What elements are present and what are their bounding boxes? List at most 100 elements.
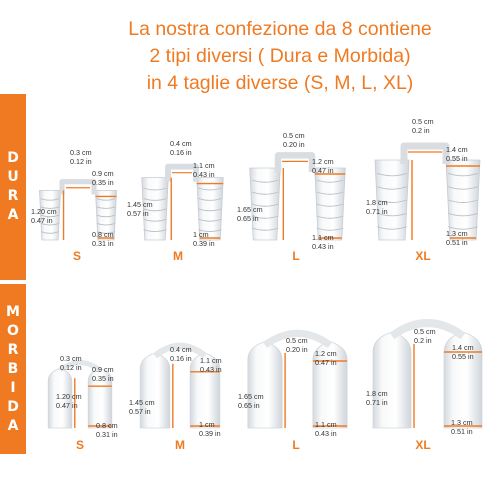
morbida-bridge — [389, 319, 466, 340]
dura-spiral-ring — [251, 179, 279, 183]
dura-spiral-ring — [448, 212, 478, 217]
header-line-2: 2 tipi diversi ( Dura e Morbida) — [149, 45, 411, 67]
dura-spiral-ring — [198, 187, 222, 191]
dura-spiral-ring — [96, 231, 116, 234]
dura-spiral-ring — [251, 191, 279, 195]
morbida-bridge — [153, 342, 207, 359]
dura-s-bottom-measure: 0.8 cm 0.31 in — [92, 230, 114, 248]
dura-spiral-ring — [448, 226, 478, 230]
dura-bridge — [59, 179, 97, 195]
dura-spiral-ring — [316, 203, 344, 207]
dura-spiral-ring — [377, 199, 407, 203]
dura-spiral-ring — [251, 227, 279, 231]
morbida-tab-letter: M — [6, 303, 20, 320]
dura-l-top-measure: 0.5 cm 0.20 in — [283, 131, 305, 149]
morbida-tab-letter: O — [7, 322, 19, 339]
dura-xl-right-measure: 1.4 cm 0.55 in — [446, 145, 468, 163]
dura-spiral-ring — [377, 172, 407, 177]
dura-l-bottom-measure: 1.1 cm 0.43 in — [312, 233, 334, 251]
dura-spiral-ring — [316, 227, 344, 231]
morbida-tab-letter: R — [7, 341, 19, 358]
dura-size-m: M — [173, 249, 183, 263]
dura-bridge — [400, 142, 450, 164]
morbida-m-top-measure: 0.4 cm 0.16 in — [170, 345, 192, 363]
morbida-s-right-measure: 0.9 cm 0.35 in — [92, 365, 114, 383]
dura-xl-side-measure: 1.8 cm 0.71 in — [366, 198, 388, 216]
dura-s-side-measure: 1.20 cm 0.47 in — [31, 207, 57, 225]
header-title: La nostra confezione da 8 contiene 2 tip… — [60, 16, 500, 97]
morbida-size-xl: XL — [415, 438, 431, 452]
dura-spiral-ring — [96, 198, 116, 201]
morbida-capsule — [139, 352, 171, 429]
morbida-side-tab: M O R B I D A — [0, 284, 26, 454]
dura-spiral-ring — [96, 206, 116, 209]
dura-tab-letter: A — [7, 207, 19, 223]
morbida-capsule — [247, 341, 283, 429]
dura-bridge — [165, 163, 199, 182]
dura-side-tab: D U R A — [0, 94, 26, 280]
dura-spiral-ring — [143, 187, 167, 191]
dura-size-xl: XL — [415, 249, 431, 263]
morbida-l-right-measure: 1.2 cm 0.47 in — [315, 349, 337, 367]
morbida-xl-top-measure: 0.5 cm 0.2 in — [414, 327, 436, 345]
dura-spiral-ring — [251, 203, 279, 207]
dura-size-s: S — [72, 249, 81, 263]
morbida-s-top-measure: 0.3 cm 0.12 in — [60, 354, 82, 372]
dura-spiral-ring — [143, 197, 167, 201]
morbida-l-top-measure: 0.5 cm 0.20 in — [286, 336, 308, 354]
dura-spiral-ring — [316, 179, 344, 183]
morbida-tab-letter: D — [7, 398, 19, 415]
dura-spiral-ring — [40, 214, 60, 218]
dura-spiral-ring — [40, 231, 60, 234]
dura-spiral-ring — [40, 198, 60, 201]
dura-s-right-measure: 0.9 cm 0.35 in — [92, 169, 114, 187]
dura-spiral-ring — [377, 186, 407, 190]
dura-spiral-ring — [143, 218, 167, 222]
morbida-s-side-measure: 1.20 cm 0.47 in — [56, 392, 82, 410]
morbida-size-m: M — [175, 438, 185, 452]
morbida-l-bottom-measure: 1.1 cm 0.43 in — [315, 420, 337, 438]
dura-m-right-measure: 1.1 cm 0.43 in — [193, 161, 215, 179]
dura-spiral-ring — [448, 186, 478, 190]
dura-spiral-ring — [448, 199, 478, 203]
morbida-tab-letter: B — [7, 360, 19, 377]
dura-spiral-ring — [316, 215, 344, 219]
morbida-m-side-measure: 1.45 cm 0.57 in — [129, 398, 155, 416]
dura-tab-letter: U — [7, 169, 19, 185]
header-line-1: La nostra confezione da 8 contiene — [128, 18, 432, 40]
morbida-tab-letter: I — [10, 379, 16, 396]
dura-spiral-ring — [40, 206, 60, 209]
dura-tab-letter: D — [7, 150, 19, 166]
morbida-bridge — [58, 360, 102, 373]
dura-s-top-measure: 0.3 cm 0.12 in — [70, 148, 92, 166]
dura-spiral-ring — [198, 229, 222, 232]
morbida-l-side-measure: 1.65 cm 0.65 in — [238, 392, 264, 410]
dura-spiral-ring — [198, 218, 222, 222]
dura-tab-letter: R — [7, 188, 19, 204]
dura-size-l: L — [292, 249, 300, 263]
dura-l-right-measure: 1.2 cm 0.47 in — [312, 157, 334, 175]
dura-spiral-ring — [251, 215, 279, 219]
dura-spiral-ring — [377, 212, 407, 217]
morbida-bridge — [262, 329, 333, 348]
dura-spiral-ring — [377, 226, 407, 230]
dura-xl-bottom-measure: 1.3 cm 0.51 in — [446, 229, 468, 247]
dura-spiral-ring — [40, 223, 60, 226]
morbida-capsule — [372, 331, 412, 429]
dura-spiral-ring — [198, 208, 222, 212]
dura-spiral-ring — [198, 197, 222, 201]
morbida-m-right-measure: 1.1 cm 0.43 in — [200, 356, 222, 374]
dura-l-side-measure: 1.65 cm 0.65 in — [237, 205, 263, 223]
dura-spiral-ring — [448, 172, 478, 177]
morbida-size-s: S — [75, 438, 84, 452]
header-line-3: in 4 taglie diverse (S, M, L, XL) — [146, 72, 414, 94]
dura-xl-top-measure: 0.5 cm 0.2 in — [412, 117, 434, 135]
dura-m-top-measure: 0.4 cm 0.16 in — [170, 139, 192, 157]
dura-spiral-ring — [316, 191, 344, 195]
morbida-xl-right-measure: 1.4 cm 0.55 in — [452, 343, 474, 361]
dura-spiral-ring — [96, 214, 116, 218]
morbida-size-l: L — [292, 438, 300, 452]
dura-spiral-ring — [96, 223, 116, 226]
dura-m-bottom-measure: 1 cm 0.39 in — [193, 230, 215, 248]
